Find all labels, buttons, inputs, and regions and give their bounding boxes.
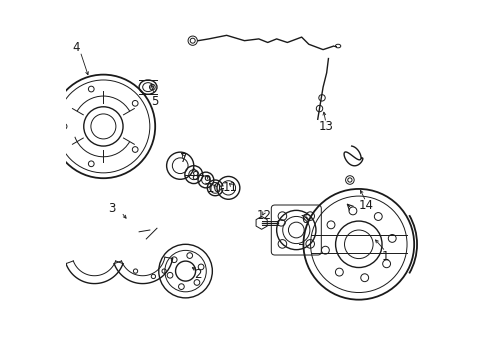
Text: 2: 2: [194, 268, 202, 281]
Text: 14: 14: [358, 198, 373, 212]
Text: 8: 8: [190, 170, 198, 183]
Text: 1: 1: [381, 250, 388, 263]
Text: 7: 7: [180, 152, 187, 165]
Text: 12: 12: [256, 209, 271, 222]
Text: 6: 6: [301, 213, 308, 226]
Text: 13: 13: [318, 120, 333, 133]
Text: 3: 3: [108, 202, 116, 215]
Text: 5: 5: [150, 95, 158, 108]
Text: 10: 10: [206, 183, 221, 195]
Text: 4: 4: [72, 41, 80, 54]
Text: 11: 11: [222, 181, 237, 194]
Text: 9: 9: [203, 174, 210, 186]
